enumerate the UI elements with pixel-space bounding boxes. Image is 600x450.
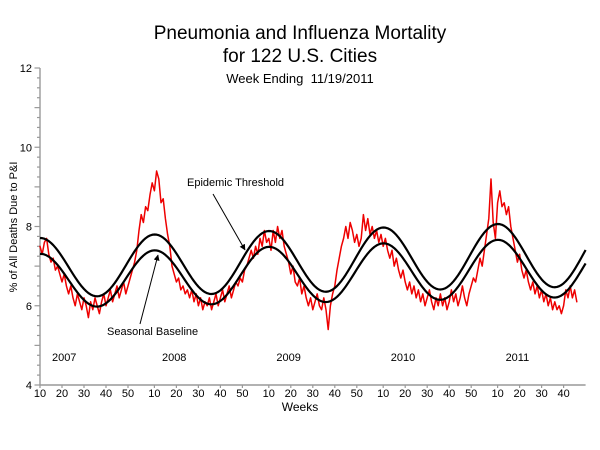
x-tick-label: 10 — [377, 388, 389, 400]
x-tick-label: 40 — [100, 388, 112, 400]
annotation-seasonal-baseline: Seasonal Baseline — [107, 326, 199, 338]
year-label: 2008 — [162, 352, 186, 364]
year-label: 2007 — [52, 352, 76, 364]
year-label: 2009 — [276, 352, 300, 364]
x-tick-label: 10 — [491, 388, 503, 400]
x-tick-label: 50 — [465, 388, 477, 400]
x-tick-label: 10 — [34, 388, 46, 400]
x-tick-label: 30 — [421, 388, 433, 400]
x-tick-label: 40 — [557, 388, 569, 400]
chart-title-line2: for 122 U.S. Cities — [222, 46, 378, 67]
x-tick-label: 20 — [513, 388, 525, 400]
x-tick-label: 20 — [285, 388, 297, 400]
x-tick-label: 30 — [307, 388, 319, 400]
x-axis-title: Weeks — [281, 400, 319, 414]
x-tick-label: 20 — [56, 388, 68, 400]
year-label: 2010 — [391, 352, 415, 364]
x-tick-label: 40 — [329, 388, 341, 400]
y-tick-label: 6 — [26, 301, 32, 313]
x-tick-label: 10 — [263, 388, 275, 400]
epidemic-threshold-arrow — [212, 193, 246, 251]
epidemic-threshold-curve — [39, 222, 587, 298]
x-tick-label: 10 — [148, 388, 160, 400]
year-label: 2011 — [506, 352, 530, 364]
x-tick-label: 40 — [443, 388, 455, 400]
x-tick-label: 30 — [78, 388, 90, 400]
seasonal-baseline-curve — [39, 238, 587, 308]
x-tick-label: 30 — [535, 388, 547, 400]
y-tick-label: 12 — [20, 63, 32, 75]
x-tick-label: 50 — [351, 388, 363, 400]
x-tick-label: 30 — [192, 388, 204, 400]
chart-subtitle-week-ending: Week Ending 11/19/2011 — [226, 71, 374, 86]
observed-mortality-line — [39, 170, 578, 331]
y-tick-label: 10 — [20, 142, 32, 154]
x-tick-label: 20 — [399, 388, 411, 400]
x-tick-label: 20 — [170, 388, 182, 400]
y-tick-label: 4 — [26, 380, 32, 392]
seasonal-baseline-arrow — [139, 254, 160, 325]
annotation-epidemic-threshold: Epidemic Threshold — [187, 177, 285, 189]
x-tick-label: 50 — [236, 388, 248, 400]
x-tick-label: 40 — [214, 388, 226, 400]
y-tick-label: 8 — [26, 222, 32, 234]
chart-title-line1: Pneumonia and Influenza Mortality — [153, 23, 447, 44]
x-tick-label: 50 — [122, 388, 134, 400]
